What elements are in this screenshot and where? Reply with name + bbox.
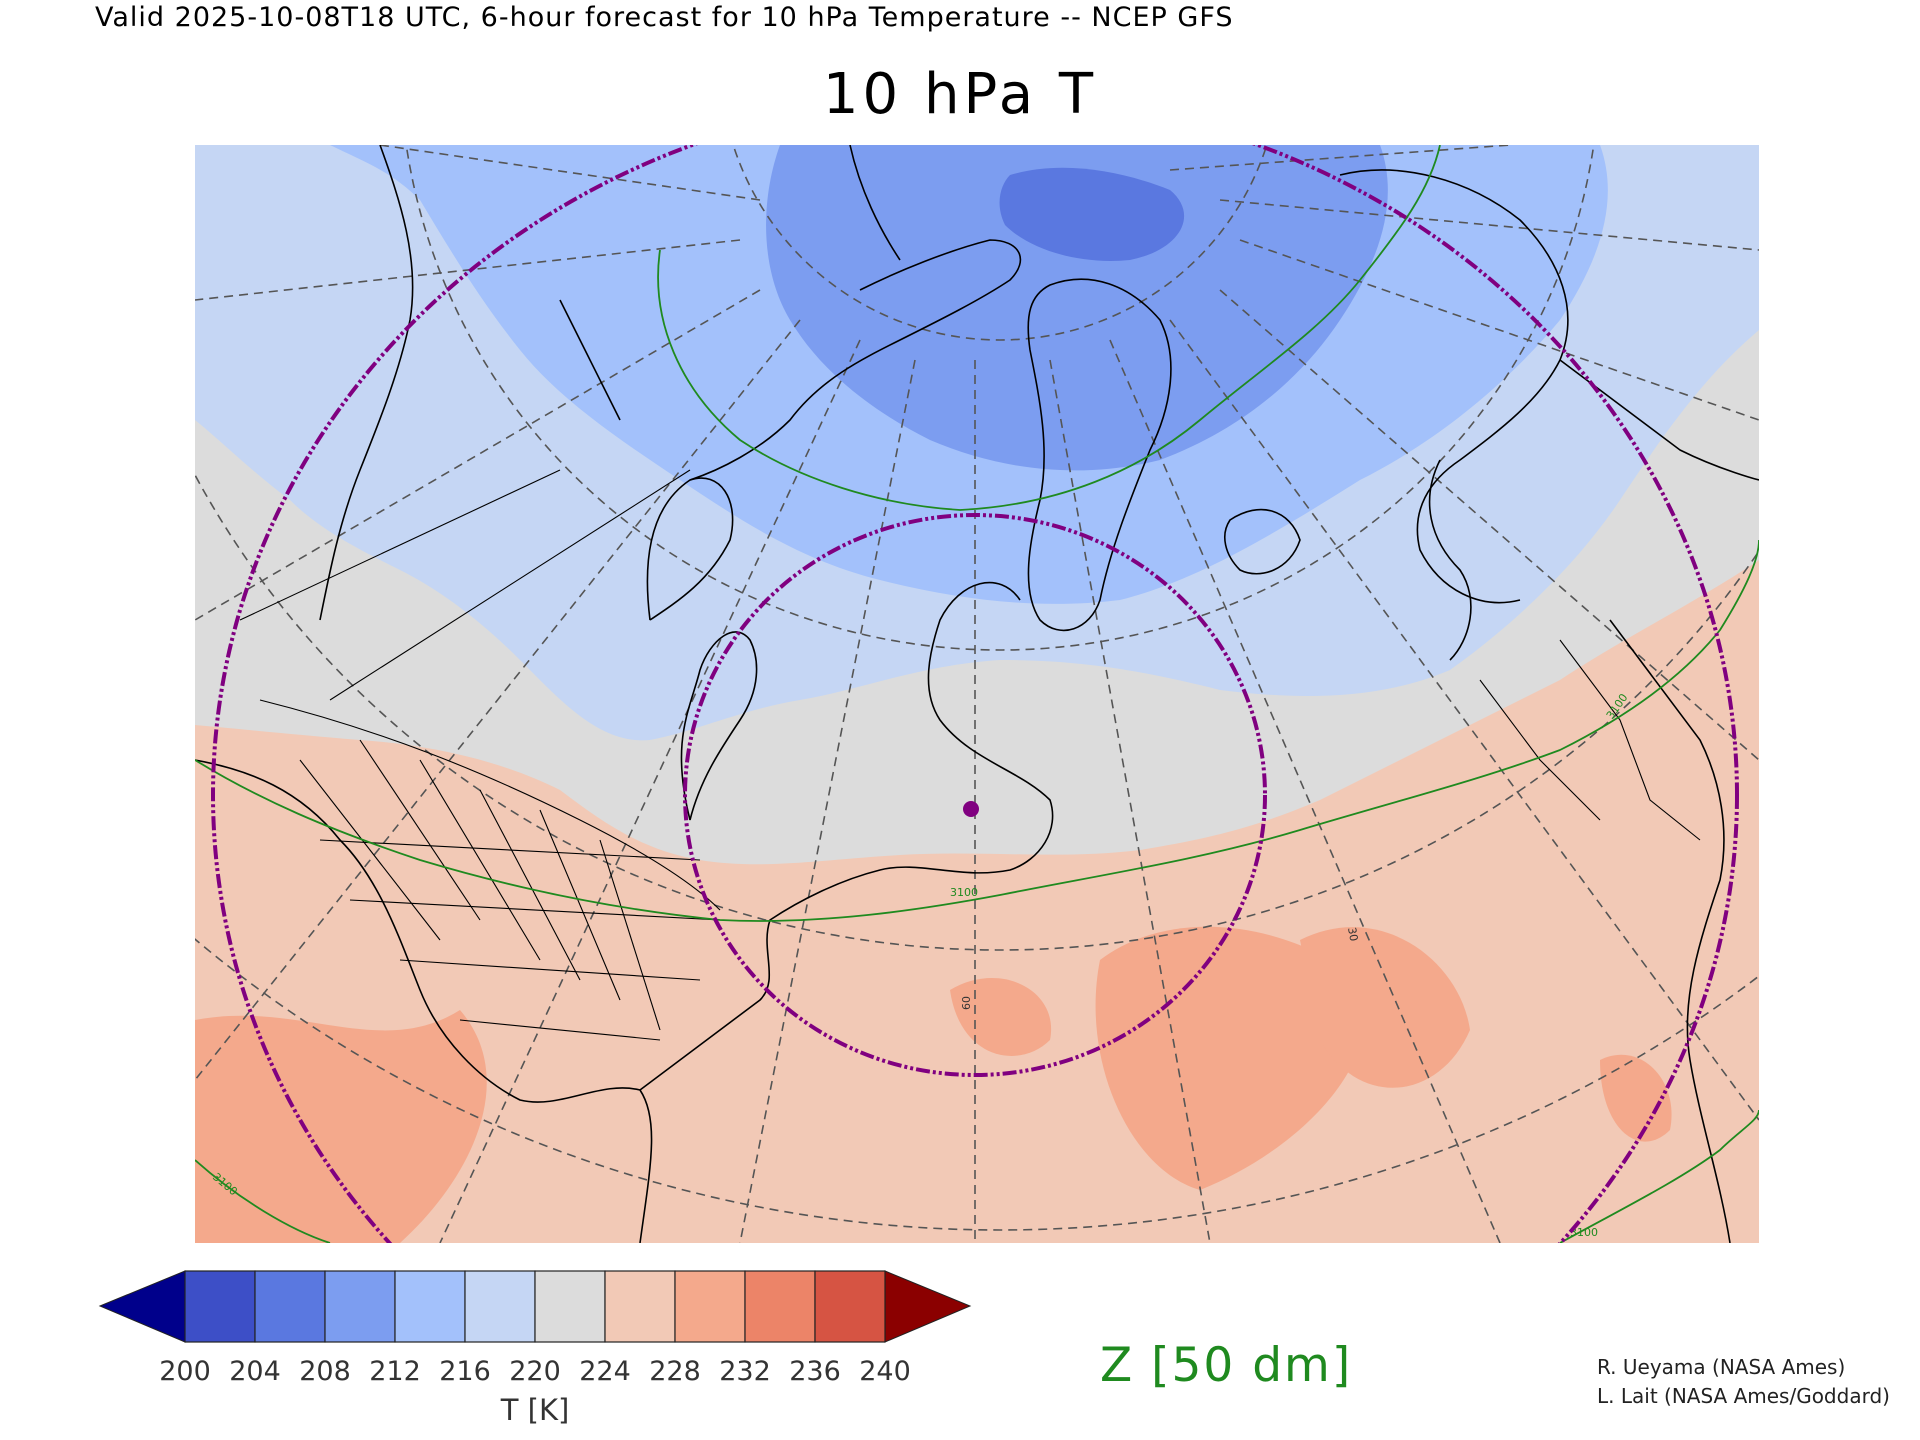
site-marker — [963, 801, 979, 817]
graticule-label: 30 — [1345, 926, 1360, 942]
colorbar-cell — [254, 1270, 326, 1343]
valid-time-header: Valid 2025-10-08T18 UTC, 6-hour forecast… — [95, 2, 1234, 33]
colorbar-tick-label: 224 — [579, 1356, 631, 1387]
colorbar-tick-label: 240 — [859, 1356, 911, 1387]
colorbar-cell — [324, 1270, 396, 1343]
colorbar-tick-label: 232 — [719, 1356, 771, 1387]
colorbar-high-arrow — [884, 1270, 972, 1343]
graticule — [195, 145, 1759, 1243]
colorbar — [98, 1270, 972, 1343]
colorbar-tick-label: 236 — [789, 1356, 841, 1387]
inner-range-ring — [683, 513, 1267, 1077]
colorbar-cell — [604, 1270, 676, 1343]
colorbar-cell — [744, 1270, 816, 1343]
colorbar-tick-label: 200 — [159, 1356, 211, 1387]
colorbar-tick-label: 228 — [649, 1356, 701, 1387]
field-228-232-patch — [195, 1010, 487, 1243]
colorbar-tick-label: 212 — [369, 1356, 421, 1387]
field-208-212 — [766, 145, 1388, 471]
colorbar-cell — [184, 1270, 256, 1343]
field-204-208 — [999, 167, 1185, 261]
contour-label: 3100 — [950, 886, 978, 899]
field-228-232-patch — [1600, 1054, 1672, 1142]
colorbar-cell — [814, 1270, 886, 1343]
colorbar-unit-label: T [K] — [500, 1393, 570, 1427]
outer-range-ring — [211, 145, 1739, 1243]
colorbar-cell — [674, 1270, 746, 1343]
graticule-label: 60 — [960, 996, 973, 1010]
colorbar-tick-label: 204 — [229, 1356, 281, 1387]
colorbar-cell — [464, 1270, 536, 1343]
contour-label: 3100 — [1570, 1226, 1598, 1239]
range-rings — [211, 145, 1739, 1243]
map-title: 10 hPa T — [822, 62, 1098, 127]
contour-legend: Z [50 dm] — [1100, 1338, 1353, 1393]
credit-line: L. Lait (NASA Ames/Goddard) — [1597, 1384, 1890, 1408]
colorbar-tick-label: 216 — [439, 1356, 491, 1387]
coastlines — [195, 145, 1759, 1243]
credit-line: R. Ueyama (NASA Ames) — [1597, 1355, 1846, 1379]
field-228-232-patch — [1095, 926, 1366, 1190]
colorbar-tick-label: 208 — [299, 1356, 351, 1387]
height-contours — [195, 145, 1759, 1243]
political-boundaries — [239, 469, 1701, 1041]
colorbar-cell — [394, 1270, 466, 1343]
colorbar-tick-label: 220 — [509, 1356, 561, 1387]
colorbar-cell — [534, 1270, 606, 1343]
colorbar-low-arrow — [98, 1270, 186, 1343]
field-228-232-patch — [1300, 927, 1470, 1088]
